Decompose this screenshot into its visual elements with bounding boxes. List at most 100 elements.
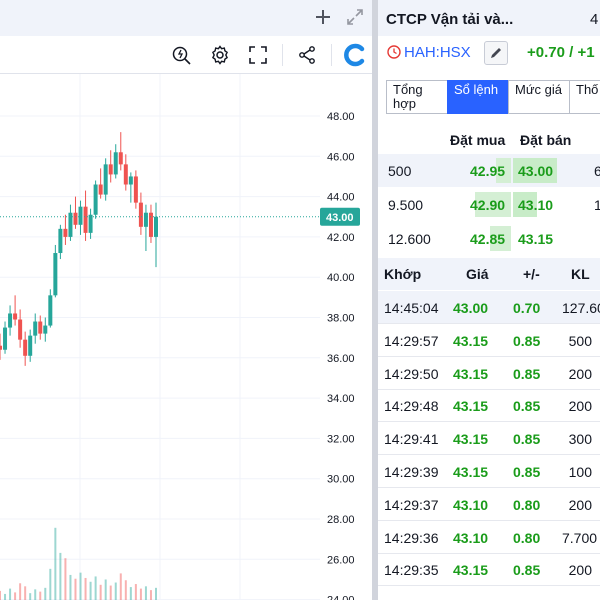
- candle-body: [143, 212, 148, 227]
- volume-bar: [109, 585, 112, 600]
- volume-bar: [119, 573, 122, 600]
- orderbook-row[interactable]: 9.500 42.90 43.10 1: [378, 188, 600, 221]
- trade-time: 14:29:37: [384, 496, 439, 513]
- price-axis-label: 36.00: [327, 353, 355, 365]
- trade-price: 43.00: [453, 300, 489, 316]
- trade-volume: 100: [568, 464, 592, 480]
- trade-row[interactable]: 14:29:36 43.10 0.80 7.700: [378, 521, 600, 554]
- tab-2[interactable]: Mức giá: [508, 80, 570, 114]
- trade-change: 0.85: [513, 562, 541, 579]
- volume-bar: [34, 589, 37, 600]
- volume-column-header[interactable]: KL: [571, 266, 590, 282]
- ask-price[interactable]: 43.00: [518, 163, 554, 179]
- expand-window-icon[interactable]: [344, 6, 366, 28]
- trade-time: 14:29:48: [384, 398, 439, 415]
- volume-bar: [44, 587, 47, 600]
- share-icon[interactable]: [293, 41, 321, 69]
- price-axis-label: 38.00: [327, 313, 355, 325]
- candle-body: [83, 206, 88, 233]
- trade-time: 14:29:57: [384, 332, 439, 349]
- trade-price: 43.15: [453, 464, 489, 480]
- trade-row[interactable]: 14:29:57 43.15 0.85 500: [378, 324, 600, 357]
- price-axis-label: 34.00: [327, 393, 355, 405]
- time-column-header[interactable]: Khớp: [384, 266, 422, 282]
- trade-row[interactable]: 14:29:35 43.15 0.85 200: [378, 553, 600, 587]
- panel-splitter[interactable]: [372, 0, 378, 600]
- change-column-header[interactable]: +/-: [523, 266, 540, 282]
- trade-row[interactable]: 14:29:37 43.10 0.80 200: [378, 488, 600, 521]
- bid-price[interactable]: 42.85: [470, 231, 506, 247]
- price-column-header[interactable]: Giá: [466, 266, 489, 282]
- price-change: +0.70 / +1: [527, 44, 595, 61]
- bid-volume: 12.600: [388, 231, 431, 247]
- volume-bar: [74, 578, 77, 600]
- price-axis-label: 46.00: [327, 151, 355, 163]
- trade-volume: 200: [568, 496, 592, 513]
- add-tab-icon[interactable]: [312, 6, 334, 28]
- candle-body: [78, 206, 83, 225]
- brand-logo-icon[interactable]: [342, 42, 368, 68]
- volume-bar: [134, 584, 137, 600]
- bid-volume: 9.500: [388, 197, 424, 213]
- tab-1[interactable]: Sổ lệnh: [447, 80, 509, 114]
- trade-row[interactable]: 14:29:41 43.15 0.85 300: [378, 422, 600, 456]
- settings-gear-icon[interactable]: [206, 41, 234, 69]
- company-name: CTCP Vận tải và...: [386, 11, 514, 28]
- candle-body: [3, 327, 8, 350]
- orderbook-header: Đặt mua Đặt bán: [378, 126, 600, 152]
- chart-panel[interactable]: 43.00 48.00 46.00 44.00 42.00 40.00 38.00 36.0…: [0, 0, 372, 600]
- volume-bar: [24, 586, 27, 600]
- trade-change: 0.70: [513, 300, 541, 316]
- chart-grid: [0, 74, 320, 600]
- fullscreen-icon[interactable]: [244, 41, 272, 69]
- bid-volume: 500: [388, 163, 412, 179]
- trade-volume: 300: [568, 431, 592, 448]
- volume-bar: [59, 552, 62, 600]
- bid-price[interactable]: 42.90: [470, 197, 506, 213]
- trade-volume: 500: [568, 332, 592, 349]
- candle-body: [103, 164, 108, 195]
- price-axis-label: 28.00: [327, 514, 355, 526]
- trade-row[interactable]: 14:45:04 43.00 0.70 127.600: [378, 291, 600, 324]
- trade-time: 14:29:50: [384, 365, 439, 382]
- trade-row[interactable]: 14:29:39 43.15 0.85 100: [378, 455, 600, 488]
- symbol-row: HAH:HSX +0.70 / +1: [378, 36, 600, 72]
- bid-price[interactable]: 42.95: [470, 163, 506, 179]
- bid-depth-bar: [475, 192, 511, 217]
- candle-body: [63, 228, 68, 237]
- candle-body: [68, 212, 73, 237]
- candle-body: [148, 212, 153, 237]
- price-axis: 48.00 46.00 44.00 42.00 40.00 38.00 36.00 34.00…: [327, 111, 355, 600]
- trade-volume: 127.600: [562, 300, 600, 316]
- volume-bar: [54, 527, 57, 600]
- orderbook-row[interactable]: 500 42.95 43.00 6: [378, 154, 600, 187]
- trade-row[interactable]: 14:29:48 43.15 0.85 200: [378, 389, 600, 423]
- trade-volume: 7.700: [562, 529, 598, 546]
- orderbook-row[interactable]: 12.600 42.85 43.15: [378, 222, 600, 255]
- symbol-link[interactable]: HAH:HSX: [404, 44, 471, 61]
- volume-bar: [0, 590, 1, 600]
- trade-time: 14:29:39: [384, 464, 439, 480]
- tab-3[interactable]: Thố kê: [569, 80, 600, 114]
- candle-body: [118, 152, 123, 165]
- price-axis-label: 40.00: [327, 272, 355, 284]
- tab-0[interactable]: Tổng hợp: [386, 80, 448, 114]
- last-price-label: 43.00: [326, 212, 354, 224]
- quick-search-icon[interactable]: [168, 41, 196, 69]
- candle-body: [93, 184, 98, 215]
- volume-bar: [14, 592, 17, 600]
- volume-bar: [9, 588, 12, 600]
- trade-row[interactable]: 14:29:50 43.15 0.85 200: [378, 357, 600, 390]
- edit-pencil-icon[interactable]: [484, 41, 508, 65]
- candle-body: [123, 164, 128, 185]
- trade-change: 0.85: [513, 332, 541, 349]
- trades-header: Khớp Giá +/- KL: [378, 258, 600, 290]
- quote-panel: CTCP Vận tải và... 4 HAH:HSX +0.70 / +1 …: [378, 0, 600, 600]
- candle-body: [154, 216, 158, 237]
- ask-header: Đặt bán: [520, 132, 572, 148]
- bid-depth-bar: [490, 226, 511, 251]
- volume-bar: [19, 583, 22, 600]
- ask-price[interactable]: 43.10: [518, 197, 554, 213]
- ask-price[interactable]: 43.15: [518, 231, 554, 247]
- price-chart[interactable]: 43.00 48.00 46.00 44.00 42.00 40.00 38.00 36.0…: [0, 74, 372, 600]
